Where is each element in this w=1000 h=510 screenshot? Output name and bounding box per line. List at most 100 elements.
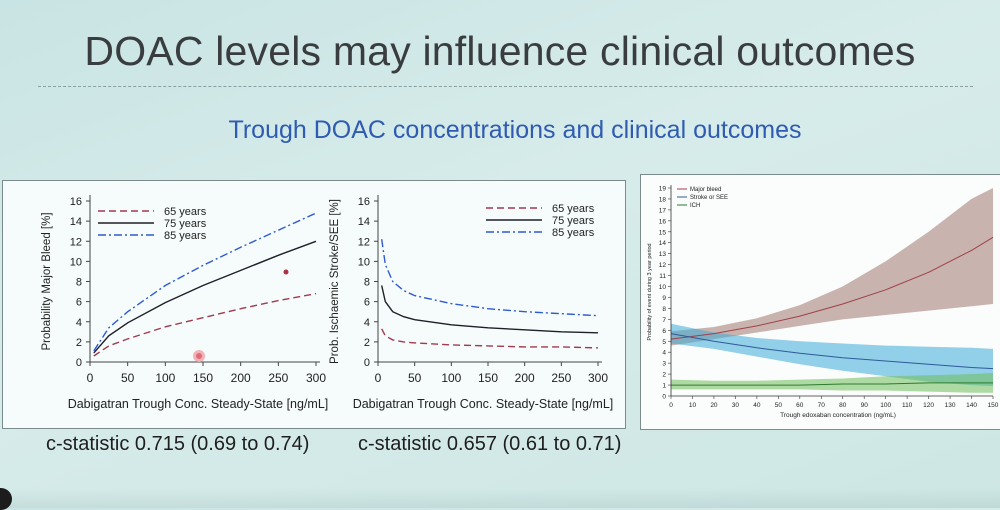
x-tick-label: 90 [861,402,869,409]
y-tick-label: 11 [659,273,666,280]
c-statistic-stroke: c-statistic 0.657 (0.61 to 0.71) [358,433,622,455]
legend-label: 75 years [552,215,595,227]
x-tick-label: 10 [689,402,697,409]
x-tick-label: 250 [268,371,288,385]
y-tick-label: 8 [662,306,666,313]
legend-label: 85 years [552,227,595,239]
x-tick-label: 30 [732,402,740,409]
y-tick-label: 8 [76,277,82,289]
x-tick-label: 40 [753,402,761,409]
y-tick-label: 8 [364,277,370,289]
legend-label: 85 years [164,230,207,242]
y-tick-label: 9 [662,295,666,302]
y-tick-label: 10 [70,256,82,268]
series-line-65-years [381,328,599,349]
y-tick-label: 3 [662,361,666,368]
series-line-75-years [381,285,599,334]
series-line-65-years [93,292,317,357]
y-tick-label: 14 [358,216,370,228]
y-tick-label: 6 [76,297,82,309]
y-tick-label: 12 [70,236,82,248]
x-tick-label: 110 [902,402,913,409]
y-tick-label: 0 [76,357,82,369]
y-axis-label: Prob. Ischaemic Stroke/SEE [%] [329,199,341,364]
y-tick-label: 5 [662,339,666,346]
series-line-75-years [93,240,317,354]
y-tick-label: 16 [358,196,370,208]
bottom-shade [0,488,1000,508]
y-tick-label: 6 [364,297,370,309]
x-tick-label: 150 [988,402,999,409]
x-tick-label: 200 [515,371,535,385]
x-tick-label: 300 [306,371,326,385]
y-tick-label: 10 [358,256,370,268]
ci-band-Stroke-or-SEE [671,323,993,387]
x-tick-label: 50 [775,402,783,409]
legend-label: 65 years [164,206,207,218]
x-tick-label: 300 [588,371,608,385]
edoxaban-chart-panel: 0 1 2 3 4 5 6 7 8 9 10 11 12 13 14 15 16 17 18 19 0 10 20 30 40 5… [640,174,1000,430]
laser-pointer-dot [193,350,205,362]
y-tick-label: 2 [76,337,82,349]
y-axis-label: Probability Major Bleed [%] [41,212,53,350]
y-tick-label: 14 [659,240,667,247]
x-tick-label: 200 [231,371,251,385]
y-tick-label: 1 [662,383,666,390]
x-axis-label: Dabigatran Trough Conc. Steady-State [ng… [68,397,329,411]
series-line-ICH [671,382,993,386]
x-tick-label: 50 [408,371,422,385]
laser-pointer-dot-small [283,269,289,275]
x-tick-label: 250 [551,371,571,385]
y-tick-label: 12 [358,236,370,248]
x-tick-label: 70 [818,402,826,409]
x-tick-label: 100 [441,371,461,385]
x-axis-label: Dabigatran Trough Conc. Steady-State [ng… [353,397,614,411]
y-tick-label: 0 [364,357,370,369]
y-tick-label: 6 [662,328,666,335]
slide-title: DOAC levels may influence clinical outco… [84,28,916,74]
c-statistic-bleed: c-statistic 0.715 (0.69 to 0.74) [46,433,310,455]
x-tick-label: 100 [880,402,891,409]
x-tick-label: 0 [375,371,382,385]
y-tick-label: 16 [659,218,667,225]
ci-band-ICH [671,373,993,393]
y-tick-label: 7 [662,317,666,324]
y-tick-label: 4 [76,317,82,329]
x-tick-label: 20 [710,402,718,409]
x-tick-label: 80 [839,402,847,409]
y-tick-label: 12 [659,262,667,269]
x-tick-label: 150 [193,371,213,385]
series-line-Stroke-or-SEE [670,333,994,370]
y-tick-label: 19 [659,186,667,193]
x-tick-label: 130 [945,402,956,409]
x-tick-label: 60 [796,402,804,409]
y-axis-label: Probability of event during 3 year perio… [647,243,653,340]
legend-label: 65 years [552,203,595,215]
x-tick-label: 140 [966,402,977,409]
slide-subtitle: Trough DOAC concentrations and clinical … [228,116,802,144]
x-tick-label: 150 [478,371,498,385]
y-tick-label: 17 [659,207,667,214]
y-tick-label: 14 [70,216,82,228]
x-tick-label: 0 [669,402,673,409]
y-tick-label: 15 [659,229,667,236]
x-tick-label: 100 [155,371,175,385]
legend-label: Stroke or SEE [690,195,728,201]
y-tick-label: 4 [364,317,370,329]
y-tick-label: 10 [659,284,667,291]
dabigatran-charts-panel: 0 2 4 6 8 10 12 14 16 0 50 100 150 200 250 300 Dabigatra… [2,180,626,429]
legend-label: Major bleed [690,187,721,193]
y-tick-label: 16 [70,196,82,208]
series-line-85-years [381,239,599,317]
y-tick-label: 13 [659,251,667,258]
y-tick-label: 0 [662,394,666,401]
x-tick-label: 50 [121,371,135,385]
corner-shadow [0,488,12,510]
legend-label: ICH [690,203,700,209]
y-tick-label: 18 [659,196,667,203]
y-tick-label: 2 [662,372,666,379]
x-tick-label: 120 [923,402,934,409]
